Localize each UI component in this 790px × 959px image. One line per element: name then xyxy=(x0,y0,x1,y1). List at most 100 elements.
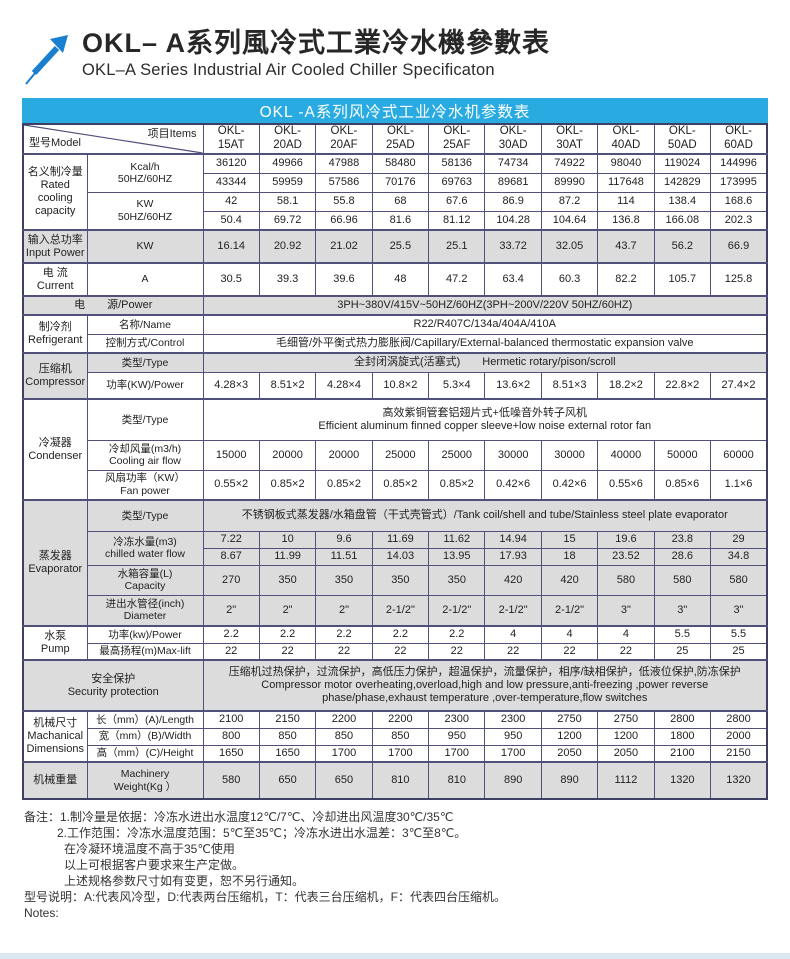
value-cell: 4 xyxy=(597,625,655,644)
table-row: 水箱容量(L) Capacity 270 350 350 350 350 420 420 580 5… xyxy=(23,564,768,596)
value-cell: 1800 xyxy=(653,727,712,746)
value-cell: 39.3 xyxy=(258,262,317,297)
value-cell: 420 xyxy=(540,564,599,596)
cell-line: 水泵 xyxy=(44,630,67,643)
value-cell: 1200 xyxy=(540,727,599,746)
value-cell: 166.08 xyxy=(653,210,712,231)
table-row: KW 50HZ/60HZ 42 58.1 55.8 68 67.6 86.9 87.2 114 13… xyxy=(23,191,768,231)
note-line: Notes: xyxy=(24,906,59,920)
value-cell: 1200 xyxy=(597,727,655,746)
value-cell: 2050 xyxy=(597,744,655,763)
cell-line: 冷冻水量(m3) xyxy=(113,535,177,548)
value-cell: 168.6 xyxy=(710,191,768,212)
value-cell: 810 xyxy=(428,761,486,800)
item-label-cell: 最高扬程(m)Max-lift xyxy=(86,642,204,661)
model-header-cell: OKL- 30AT xyxy=(540,123,599,155)
value-cell: 25 xyxy=(653,642,712,661)
value-cell: 11.99 xyxy=(258,547,317,566)
value-cell: 19.6 xyxy=(597,530,655,549)
value-cell: 4 xyxy=(484,625,542,644)
cell-line: 水箱容量(L) xyxy=(117,567,173,580)
value-cell: 14.03 xyxy=(371,547,430,566)
value-cell: 29 xyxy=(710,530,768,549)
value-cell: 20000 xyxy=(258,439,317,471)
value-cell: 87.2 xyxy=(540,191,599,212)
value-cell: 21.02 xyxy=(315,229,373,264)
corner-items-label: 项目Items xyxy=(147,128,197,140)
note-line: 在冷凝环境温度不高于35℃使用 xyxy=(64,842,235,856)
model-header-cell: OKL- 25AF xyxy=(428,123,486,155)
value-cell: 28.6 xyxy=(653,547,712,566)
spec-text-cell: R22/R407C/134a/404A/410A xyxy=(202,314,768,335)
table-row: 水泵 Pump 功率(kw)/Power 2.2 2.2 2.2 2.2 2.2 4 4 4 5.5 5… xyxy=(22,625,768,661)
value-cell: 2800 xyxy=(653,710,712,729)
cell-line: 30AT xyxy=(556,139,583,151)
cell-line: 40AD xyxy=(611,139,641,151)
value-cell: 270 xyxy=(202,564,260,596)
value-cell: 57586 xyxy=(315,172,373,193)
table-row: 冷凝器 Condenser 类型/Type 高效紫铜管套铝翅片式+低噪音外转子风机 Ef… xyxy=(22,398,768,501)
cell-line: OKL- xyxy=(443,125,471,138)
section-label-cell: 机械尺寸 Machanical Dimensions xyxy=(22,710,88,763)
value-cell: 7.22 xyxy=(202,530,260,549)
value-cell: 68 xyxy=(371,191,430,212)
value-cell: 2.2 xyxy=(202,625,260,644)
value-cell: 67.6 xyxy=(428,191,486,212)
table-row: 电 源/Power 3PH~380V/415V~50HZ/60HZ(3PH~200… xyxy=(22,295,768,316)
value-cell: 43.7 xyxy=(597,229,655,264)
value-cell: 15 xyxy=(540,530,599,549)
spec-table-body: 型号Model 项目Items OKL- 15AT OKL- 20AD OKL- 20AF OK… xyxy=(22,123,768,800)
value-cell: 22 xyxy=(428,642,486,661)
cell-line: chilled water flow xyxy=(105,548,185,560)
value-cell: 202.3 xyxy=(710,210,768,231)
value-cell: 5.5 xyxy=(653,625,712,644)
value-cell: 81.6 xyxy=(371,210,430,231)
value-cell: 33.72 xyxy=(484,229,542,264)
value-cell: 25000 xyxy=(371,439,430,471)
value-cell: 2300 xyxy=(484,710,542,729)
value-cell: 1.1×6 xyxy=(710,469,768,501)
cell-line: Cooling air flow xyxy=(109,455,181,467)
item-label-cell: KW 50HZ/60HZ xyxy=(86,191,204,231)
cell-line: OKL- xyxy=(217,125,245,138)
item-label-cell: 控制方式/Control xyxy=(86,333,204,354)
item-label-cell: 进出水管径(inch) Diameter xyxy=(86,594,204,627)
item-label-cell: 类型/Type xyxy=(86,398,204,441)
value-cell: 69763 xyxy=(428,172,486,193)
model-header-cell: OKL- 60AD xyxy=(710,123,768,155)
table-row: 冷冻水量(m3) chilled water flow 7.22 10 9.6 11.69… xyxy=(23,530,768,566)
page-header: OKL– A系列風冷式工業冷水機參數表 OKL–A Series Industr… xyxy=(22,28,790,86)
value-cell: 58480 xyxy=(371,153,430,174)
item-label-cell: 类型/Type xyxy=(86,499,204,532)
value-cell: 0.85×2 xyxy=(371,469,430,501)
cell-line: Pump xyxy=(40,643,70,655)
item-label-cell: 冷冻水量(m3) chilled water flow xyxy=(86,530,204,566)
value-cell: 22 xyxy=(597,642,655,661)
value-cell: 22 xyxy=(202,642,260,661)
value-cell: 25 xyxy=(710,642,768,661)
value-cell: 2100 xyxy=(653,744,712,763)
value-cell: 70176 xyxy=(371,172,430,193)
value-cell: 0.85×6 xyxy=(653,469,712,501)
table-row: 高（mm）(C)/Height 1650 1650 1700 1700 1700 1700 2… xyxy=(23,744,768,763)
table-row: 电 流 Current A 30.5 39.3 39.6 48 47.2 63.4 60.3 82.… xyxy=(22,262,768,297)
cell-line: OKL- xyxy=(330,125,358,138)
value-cell: 2.2 xyxy=(315,625,373,644)
value-cell: 2200 xyxy=(371,710,430,729)
table-row: 控制方式/Control 毛细管/外平衡式热力膨胀阀/Capillary/Exte… xyxy=(23,333,768,354)
value-cell: 20.92 xyxy=(258,229,317,264)
value-cell: 950 xyxy=(484,727,542,746)
value-cell: 16.14 xyxy=(202,229,260,264)
value-cell: 59959 xyxy=(258,172,317,193)
table-row: 安全保护 Security protection 压缩机过热保护，过流保护，高低压力… xyxy=(22,659,768,712)
cell-line: 机械尺寸 xyxy=(33,717,78,730)
value-cell: 2750 xyxy=(540,710,599,729)
value-cell: 74922 xyxy=(540,153,599,174)
value-cell: 22 xyxy=(540,642,599,661)
value-cell: 5.3×4 xyxy=(428,371,486,400)
table-row: 冷却风量(m3/h) Cooling air flow 15000 20000 2000… xyxy=(23,439,768,471)
cell-line: 安全保护 xyxy=(91,672,136,685)
cell-line: 50AD xyxy=(667,139,697,151)
cell-line: 60AD xyxy=(724,139,753,151)
cell-line: OKL- xyxy=(612,125,640,138)
